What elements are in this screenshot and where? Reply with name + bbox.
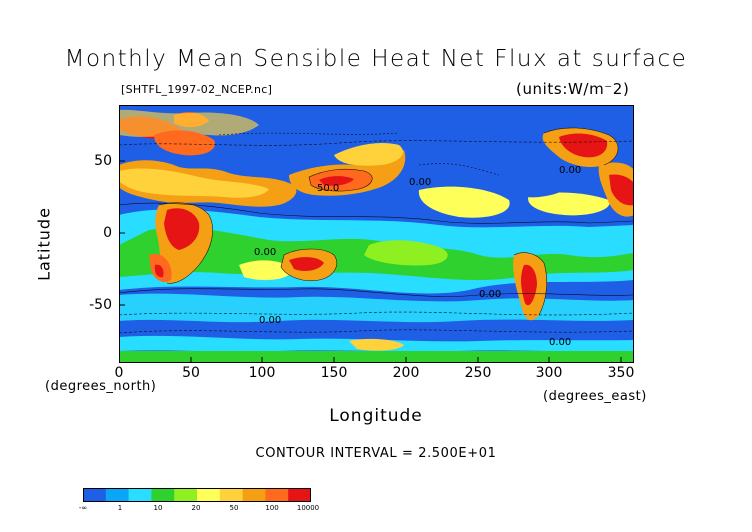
x-tick-label: 350 <box>607 365 635 381</box>
colorbar-swatch <box>219 488 244 502</box>
colorbar-frame <box>83 488 311 502</box>
y-tick-label: 50 <box>94 153 112 169</box>
y-axis-label: Latitude <box>34 207 54 281</box>
colorbar-swatch <box>128 488 152 502</box>
colorbar-swatch <box>288 488 311 502</box>
contour-label: 0.00 <box>549 337 571 348</box>
colorbar-swatch <box>174 488 198 502</box>
flux-map: 0.00 50.0 0.00 0.00 0.00 0.00 0.00 <box>119 105 634 363</box>
x-axis-units: (degrees_east) <box>543 389 647 404</box>
colorbar-label: 1 <box>117 504 123 512</box>
colorbar-label: 10 <box>153 504 163 512</box>
contour-label: 0.00 <box>259 315 281 326</box>
colorbar-swatch <box>197 488 221 502</box>
contour-label: 0.00 <box>254 247 276 258</box>
x-tick-label: 50 <box>182 365 200 381</box>
x-tick-label: 200 <box>392 365 420 381</box>
chart-title: Monthly Mean Sensible Heat Net Flux at s… <box>64 46 688 72</box>
map-frame <box>119 105 634 363</box>
x-tick-label: 250 <box>464 365 492 381</box>
colorbar-label: -∞ <box>78 504 88 512</box>
y-tick-label: 0 <box>103 225 112 241</box>
contour-label: 50.0 <box>317 183 339 194</box>
x-tick-label: 300 <box>535 365 563 381</box>
colorbar-swatch <box>151 488 175 502</box>
colorbar <box>83 488 311 502</box>
colorbar-label: 100 <box>265 504 279 512</box>
units-label: (units:W/m⁻2) <box>516 80 630 98</box>
y-axis-units: (degrees_north) <box>45 379 157 394</box>
contour-label: 0.00 <box>479 289 501 300</box>
colorbar-label: 20 <box>191 504 201 512</box>
colorbar-swatch <box>265 488 289 502</box>
file-label: [SHTFL_1997-02_NCEP.nc] <box>121 83 273 96</box>
contour-label: 0.00 <box>559 165 581 176</box>
x-tick-label: 150 <box>320 365 348 381</box>
colorbar-swatch <box>105 488 130 502</box>
colorbar-swatch <box>242 488 266 502</box>
x-axis-label: Longitude <box>329 406 423 426</box>
colorbar-label: 50 <box>229 504 239 512</box>
colorbar-swatch <box>83 488 107 502</box>
contour-interval-label: CONTOUR INTERVAL = 2.500E+01 <box>255 446 497 461</box>
colorbar-label: 10000 <box>296 504 320 512</box>
contour-label: 0.00 <box>409 177 431 188</box>
x-tick-label: 100 <box>248 365 276 381</box>
y-tick-label: -50 <box>89 297 112 313</box>
x-tick-label: 0 <box>114 365 124 381</box>
